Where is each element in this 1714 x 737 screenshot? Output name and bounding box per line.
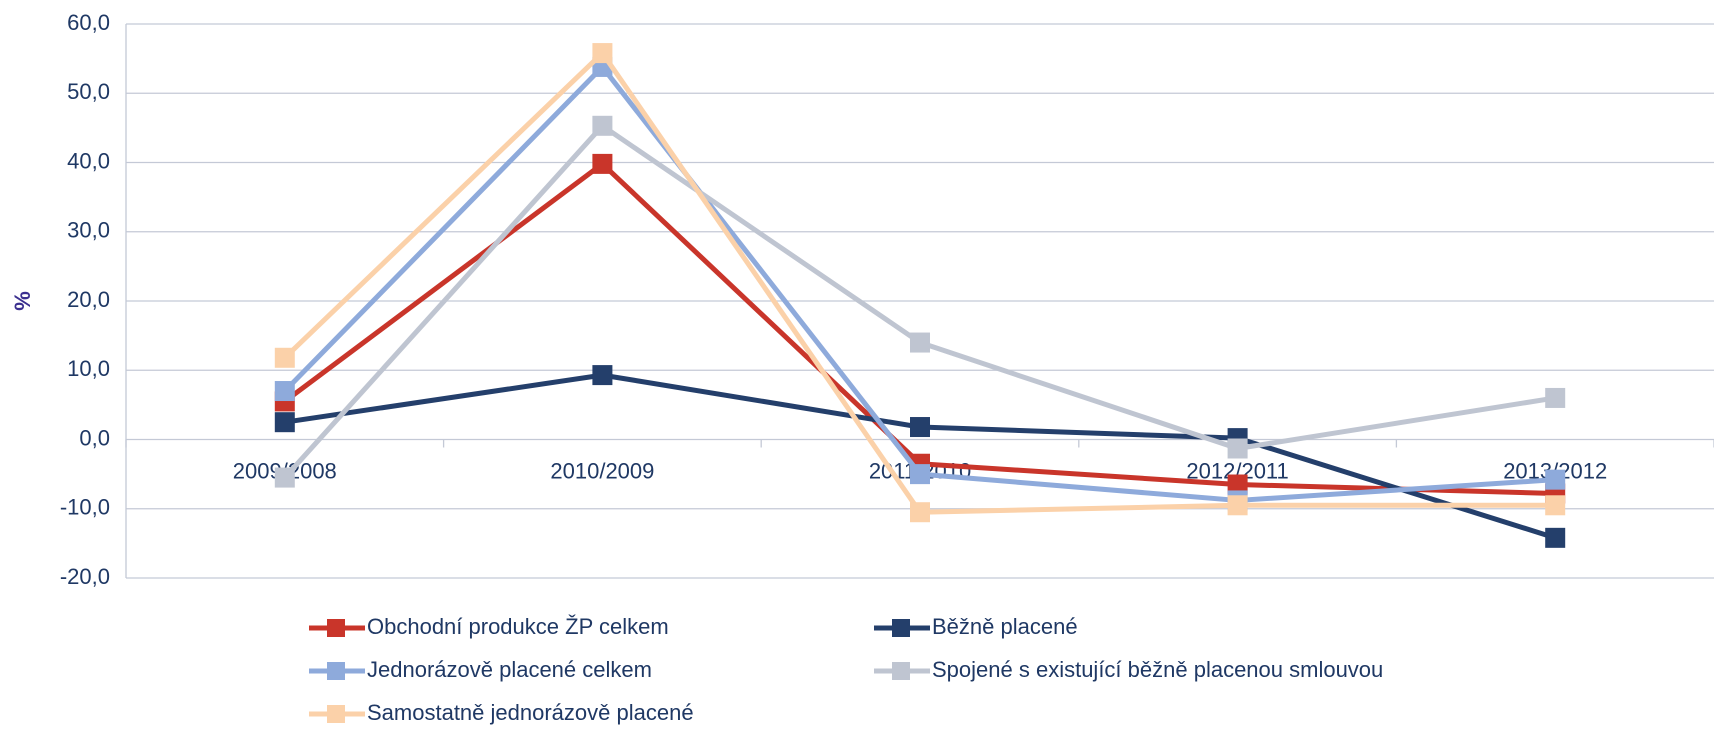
legend-label: Obchodní produkce ŽP celkem — [367, 614, 669, 639]
legend-label: Běžně placené — [932, 614, 1078, 639]
y-tick-label: -10,0 — [60, 495, 110, 520]
legend-label: Spojené s existující běžně placenou smlo… — [932, 657, 1383, 682]
marker — [274, 347, 295, 368]
legend-marker — [327, 619, 345, 637]
marker — [592, 43, 613, 64]
legend-label: Samostatně jednorázově placené — [367, 700, 694, 725]
marker — [910, 332, 930, 353]
marker — [592, 365, 613, 386]
marker — [592, 115, 613, 136]
marker — [1227, 438, 1248, 459]
marker — [1545, 469, 1566, 490]
legend-marker — [327, 662, 345, 680]
marker — [1545, 495, 1566, 516]
y-tick-label: -20,0 — [60, 564, 110, 589]
y-tick-label: 0,0 — [79, 425, 110, 450]
legend-label: Jednorázově placené celkem — [367, 657, 652, 682]
marker — [592, 153, 613, 174]
marker — [1545, 527, 1566, 548]
y-tick-label: 10,0 — [67, 356, 110, 381]
legend-marker — [892, 619, 910, 637]
y-axis-label: % — [10, 291, 35, 311]
marker — [274, 467, 295, 488]
marker — [274, 381, 295, 402]
marker — [1227, 495, 1248, 516]
y-tick-label: 20,0 — [67, 287, 110, 312]
marker — [910, 502, 930, 523]
legend-marker — [327, 705, 345, 723]
series-line — [283, 161, 1556, 497]
y-tick-label: 60,0 — [67, 10, 110, 35]
marker — [1545, 387, 1566, 408]
marker — [274, 412, 295, 433]
y-tick-label: 50,0 — [67, 79, 110, 104]
marker — [1227, 474, 1248, 495]
x-tick-label: 2010/2009 — [550, 458, 654, 483]
legend-marker — [892, 662, 910, 680]
marker — [910, 464, 930, 485]
marker — [910, 417, 930, 438]
y-tick-label: 30,0 — [67, 218, 110, 243]
y-tick-label: 40,0 — [67, 148, 110, 173]
series-line — [283, 50, 1556, 515]
